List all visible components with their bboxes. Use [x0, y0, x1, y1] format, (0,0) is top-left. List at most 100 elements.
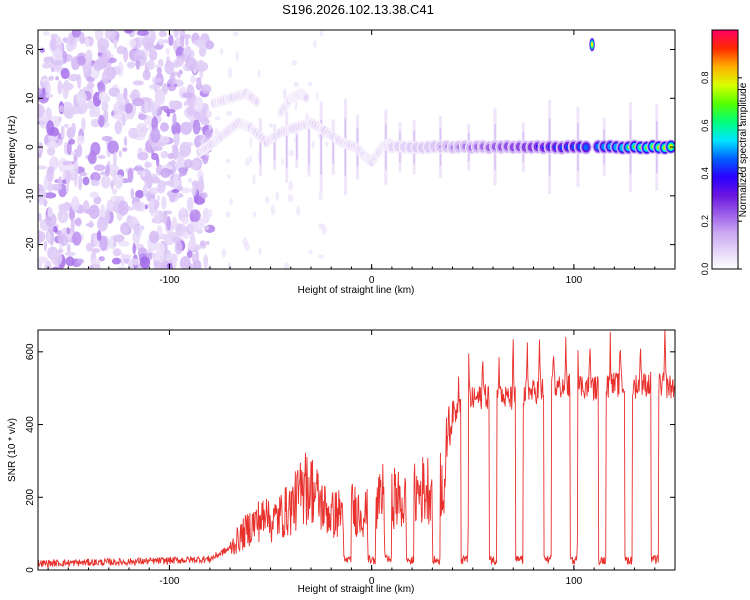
edge-speckle [291, 60, 298, 66]
noise-speckle [180, 34, 185, 49]
noise-speckle [132, 166, 145, 171]
noise-speckle [172, 112, 177, 127]
noise-speckle [146, 59, 155, 71]
edge-speckle [214, 116, 221, 121]
noise-speckle [65, 256, 75, 267]
noise-speckle [113, 234, 125, 243]
noise-speckle [43, 198, 48, 207]
edge-speckle [252, 211, 257, 218]
noise-speckle [205, 40, 215, 50]
noise-speckle [112, 248, 122, 257]
edge-speckle [245, 157, 250, 167]
noise-speckle [63, 123, 70, 128]
spike-core [296, 134, 298, 160]
snr-ticks: -100 0 100 0 200 400 600 [25, 330, 676, 587]
noise-speckle [124, 30, 133, 34]
noise-speckle [129, 93, 139, 99]
edge-speckle [252, 173, 256, 185]
noise-speckle [90, 179, 100, 187]
noise-speckle [160, 150, 169, 159]
noise-speckle [148, 230, 160, 244]
noise-speckle [128, 258, 141, 266]
noise-speckle [65, 169, 71, 185]
noise-speckle [57, 232, 65, 244]
noise-speckle [139, 256, 151, 269]
noise-speckle [137, 151, 149, 161]
noise-speckle [194, 96, 204, 112]
noise-speckle [191, 253, 196, 263]
noise-speckle [152, 215, 162, 224]
noise-speckle [181, 216, 189, 225]
edge-speckle [311, 140, 315, 149]
noise-speckle [54, 47, 63, 61]
noise-speckle [57, 116, 62, 122]
snr-ylabel: SNR (10 * v/v) [7, 418, 18, 482]
noise-speckle [97, 81, 106, 95]
noise-speckle [71, 58, 79, 70]
noise-speckle [96, 216, 108, 232]
noise-speckle [57, 208, 69, 224]
noise-speckle [88, 37, 94, 47]
noise-speckle [104, 30, 117, 40]
noise-speckle [93, 164, 106, 172]
noise-speckle [186, 106, 195, 116]
noise-speckle [68, 73, 80, 82]
spike-core [273, 133, 276, 161]
noise-speckle [183, 158, 193, 169]
noise-speckle [198, 176, 204, 187]
noise-speckle [163, 233, 175, 246]
edge-speckle [270, 204, 276, 216]
noise-speckle [165, 47, 170, 56]
upper-branch-2-blob [303, 94, 309, 101]
noise-speckle [46, 231, 51, 244]
noise-speckle [182, 92, 193, 99]
noise-speckle [189, 209, 201, 222]
spectrogram-xtick-label: 100 [566, 275, 583, 286]
edge-speckle [235, 51, 239, 62]
noise-speckle [62, 50, 68, 64]
noise-speckle [128, 38, 137, 48]
noise-speckle [116, 266, 127, 269]
noise-speckle [127, 168, 134, 183]
noise-speckle [60, 125, 65, 141]
edge-speckle [318, 190, 323, 201]
spike-core [308, 129, 310, 165]
colorbar: 0.0 0.2 0.4 0.6 0.8 Normalized spectral ampl… [700, 29, 749, 275]
noise-speckle [161, 136, 170, 145]
noise-speckle [89, 265, 94, 269]
noise-speckle [84, 37, 90, 48]
noise-speckle [179, 256, 191, 269]
edge-speckle [257, 69, 261, 78]
colorbar-strip [711, 29, 739, 270]
noise-speckle [38, 212, 42, 222]
spike-core [286, 125, 288, 169]
noise-speckle [52, 59, 65, 66]
noise-speckle [204, 129, 213, 139]
noise-speckle [66, 243, 71, 254]
noise-speckle [60, 67, 70, 80]
noise-speckle [107, 140, 119, 155]
noise-speckle [123, 87, 128, 101]
noise-speckle [163, 211, 168, 225]
noise-speckle [191, 180, 201, 188]
noise-speckle [181, 142, 194, 147]
edge-speckle [258, 247, 262, 255]
noise-speckle [173, 40, 178, 52]
edge-speckle [288, 149, 295, 157]
noise-speckle [176, 154, 183, 170]
noise-speckle [46, 82, 51, 96]
noise-speckle [105, 164, 110, 177]
noise-speckle [156, 89, 166, 106]
noise-speckle [52, 225, 58, 233]
edge-speckle [282, 88, 287, 100]
noise-speckle [166, 110, 171, 118]
noise-speckle [142, 69, 151, 81]
spike-core [332, 130, 334, 164]
noise-speckle [89, 191, 99, 199]
noise-speckle [198, 59, 204, 73]
noise-speckle [123, 47, 129, 63]
edge-speckle [226, 174, 231, 179]
noise-speckle [47, 206, 54, 218]
edge-speckle [265, 196, 270, 204]
noise-speckle [50, 33, 59, 39]
